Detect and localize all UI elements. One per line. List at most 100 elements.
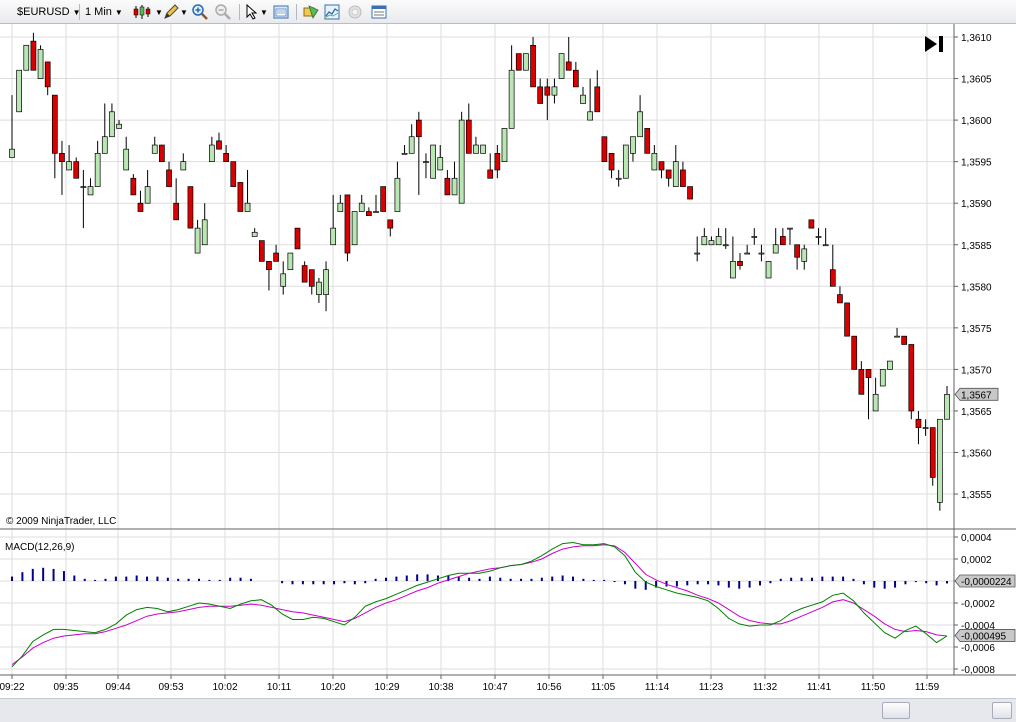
candle-body: [266, 261, 272, 271]
candle: [901, 335, 908, 345]
price-candles: [9, 32, 950, 511]
candle: [87, 178, 94, 196]
properties-button[interactable]: [371, 3, 387, 21]
candle: [44, 61, 51, 96]
candle: [808, 219, 815, 229]
x-tick-label: 10:20: [320, 682, 345, 693]
x-tick-label: 10:29: [374, 682, 399, 693]
candle-body: [580, 94, 586, 104]
candle: [251, 228, 258, 237]
candle: [544, 78, 551, 121]
instrument-button[interactable]: [303, 3, 319, 21]
candle: [558, 53, 565, 79]
price-tick-label: 1,3605: [961, 75, 992, 86]
candle-body: [380, 186, 386, 212]
candle: [829, 244, 836, 287]
candle: [316, 277, 322, 303]
candle: [758, 244, 765, 262]
candle: [894, 327, 900, 338]
candle: [929, 427, 936, 486]
candle-body: [779, 236, 786, 246]
candle-body: [715, 236, 722, 246]
candle: [208, 136, 215, 162]
candle-body: [615, 177, 622, 180]
candle: [258, 240, 265, 262]
candle: [622, 144, 629, 179]
strategies-button[interactable]: [347, 3, 363, 21]
macd-hist-value: -0,0000224: [961, 577, 1012, 588]
x-tick-label: 09:44: [105, 682, 130, 693]
x-tick-label: 11:14: [645, 682, 670, 693]
scrollbar-end-button[interactable]: [992, 702, 1012, 719]
indicators-button[interactable]: [324, 3, 340, 21]
instrument-selector[interactable]: $EURUSD ▼: [17, 3, 81, 21]
candle: [465, 103, 472, 154]
candle: [451, 161, 458, 196]
candle-body: [808, 219, 815, 229]
candle-body: [494, 152, 501, 171]
candle: [644, 128, 651, 154]
candle-body: [701, 236, 708, 246]
candle-body: [87, 186, 94, 196]
candle-body: [537, 86, 544, 104]
candle: [37, 45, 44, 79]
candle-body: [644, 128, 651, 154]
candle: [508, 45, 515, 129]
candle: [565, 37, 572, 71]
candle-body: [37, 49, 44, 79]
candle: [180, 153, 187, 171]
chart-canvas[interactable]: 1,3610 1,3605 1,3600 1,3595 1,3590 1,3585 1,35…: [0, 24, 1016, 722]
candle-body: [223, 152, 229, 162]
candle-body: [366, 211, 372, 217]
candle: [573, 61, 579, 88]
candle-body: [216, 140, 222, 150]
x-tick-label: 11:23: [699, 682, 724, 693]
candle-body: [273, 252, 279, 262]
candle: [501, 128, 508, 163]
candle: [672, 145, 679, 187]
candle-body: [587, 111, 593, 121]
interval-label: 1 Min: [85, 6, 112, 18]
data-box-button[interactable]: [273, 3, 289, 21]
candle: [680, 161, 686, 187]
horizontal-scrollbar[interactable]: [0, 698, 1016, 722]
candle-body: [708, 240, 715, 246]
macd-line: [11, 541, 948, 668]
candle-body: [929, 427, 936, 478]
zoom-in-icon: [192, 4, 208, 20]
go-to-end-button[interactable]: [925, 36, 943, 52]
candle-body: [401, 152, 408, 155]
zoom-in-button[interactable]: [192, 3, 208, 21]
zoom-out-button[interactable]: [215, 3, 231, 21]
candle: [394, 161, 401, 212]
x-tick-label: 11:41: [807, 682, 832, 693]
candle: [166, 161, 172, 187]
candle-body: [137, 202, 144, 212]
candle-body: [80, 186, 87, 188]
candle-body: [159, 144, 165, 162]
candle-body: [387, 219, 394, 229]
candle: [487, 153, 494, 179]
macd-indicator-label: MACD(12,26,9): [5, 542, 74, 553]
last-price-value: 1,3567: [961, 390, 992, 401]
candle: [865, 369, 872, 420]
pointer-button[interactable]: ▼: [245, 3, 268, 21]
candle-body: [751, 236, 758, 238]
interval-selector[interactable]: 1 Min ▼: [85, 3, 123, 21]
chart-style-button[interactable]: ▼: [133, 3, 163, 21]
candle-body: [251, 231, 258, 237]
candle: [730, 236, 736, 279]
candle-body: [608, 152, 615, 171]
candle: [751, 228, 758, 245]
candle-body: [908, 344, 915, 412]
drawing-tool-button[interactable]: ▼: [162, 3, 188, 21]
candle: [915, 410, 922, 445]
candle-body: [558, 53, 565, 79]
scrollbar-thumb[interactable]: [882, 702, 910, 719]
macd-y-axis: 0,00040,00020-0,0002-0,0004-0,0006-0,000…: [954, 533, 995, 676]
candle-body: [287, 252, 294, 271]
candle-body: [30, 40, 37, 71]
x-tick-label: 09:35: [53, 682, 78, 693]
candle: [30, 32, 37, 71]
toolbar-divider: [239, 4, 240, 20]
